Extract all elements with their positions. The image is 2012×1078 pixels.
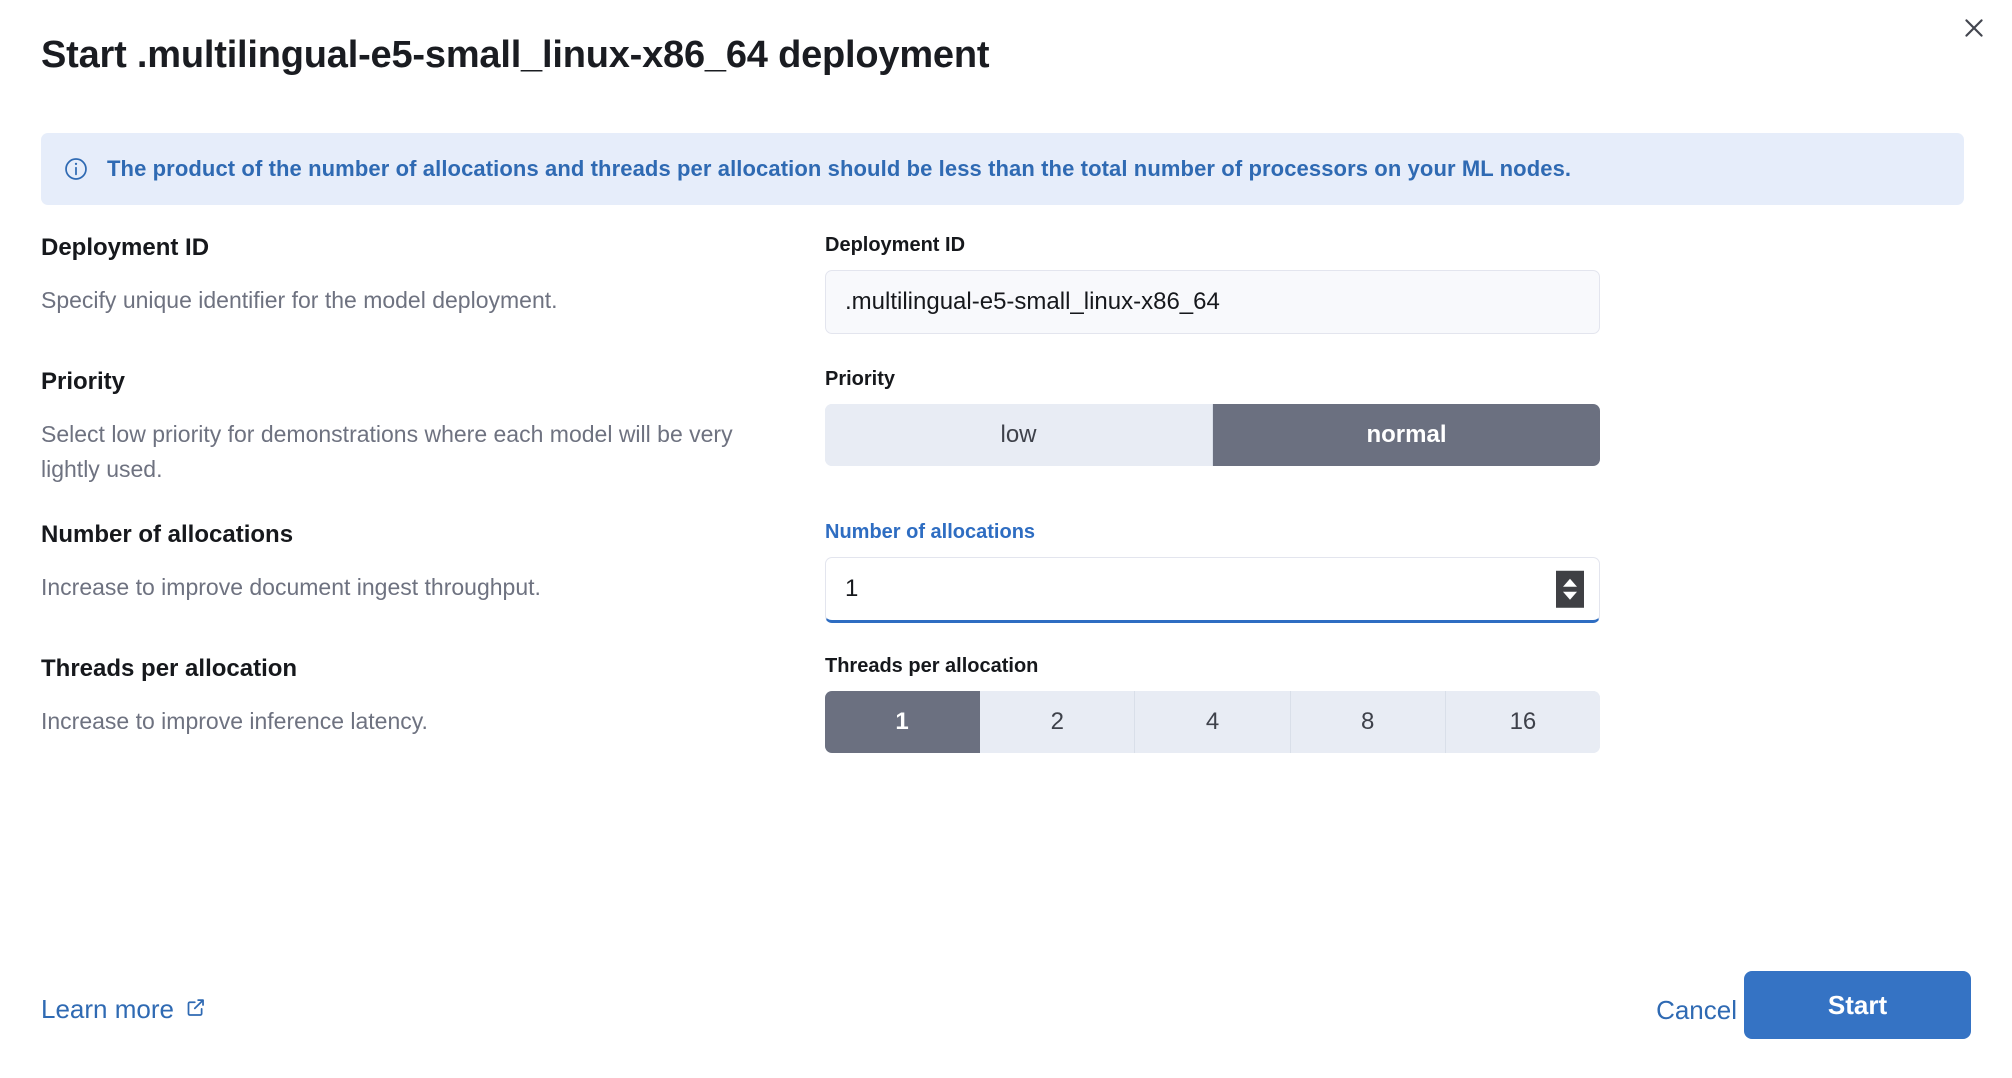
chevron-up-icon[interactable]: [1563, 578, 1577, 587]
allocations-input-wrapper: [825, 557, 1600, 623]
row-allocations-title: Number of allocations: [41, 521, 294, 548]
info-callout: The product of the number of allocations…: [41, 133, 1964, 205]
chevron-down-icon[interactable]: [1563, 591, 1577, 600]
priority-option-normal[interactable]: normal: [1213, 404, 1600, 466]
start-button[interactable]: Start: [1744, 971, 1971, 1039]
close-icon: [1961, 15, 1987, 41]
row-threads-field-col: Threads per allocation 1 2 4 8 16: [825, 654, 2012, 753]
threads-option-2[interactable]: 2: [980, 691, 1136, 753]
deployment-id-input[interactable]: [825, 270, 1600, 334]
page-title: Start .multilingual-e5-small_linux-x86_6…: [41, 34, 990, 76]
allocations-input[interactable]: [825, 557, 1600, 623]
threads-button-group: 1 2 4 8 16: [825, 691, 1600, 753]
row-priority-title: Priority: [41, 368, 126, 395]
row-priority: Priority Select low priority for demonst…: [0, 367, 2012, 487]
learn-more-label: Learn more: [41, 994, 174, 1024]
row-priority-description-col: Priority Select low priority for demonst…: [0, 367, 825, 487]
row-allocations-description: Increase to improve document ingest thro…: [41, 574, 541, 600]
priority-label: Priority: [825, 368, 896, 390]
external-link-icon: [185, 994, 206, 1025]
close-button[interactable]: [1952, 6, 1996, 50]
row-threads-description-col: Threads per allocation Increase to impro…: [0, 654, 825, 753]
row-deployment-id: Deployment ID Specify unique identifier …: [0, 233, 2012, 334]
row-threads-description: Increase to improve inference latency.: [41, 708, 428, 734]
row-priority-description: Select low priority for demonstrations w…: [41, 421, 733, 482]
row-allocations-description-col: Number of allocations Increase to improv…: [0, 520, 825, 623]
deployment-id-label: Deployment ID: [825, 234, 966, 256]
row-deployment-id-title: Deployment ID: [41, 234, 210, 261]
row-deployment-id-description-col: Deployment ID Specify unique identifier …: [0, 233, 825, 334]
info-callout-text: The product of the number of allocations…: [107, 156, 1572, 181]
priority-button-group: low normal: [825, 404, 1600, 466]
info-circle-icon: [63, 156, 89, 182]
threads-option-4[interactable]: 4: [1135, 691, 1291, 753]
row-allocations: Number of allocations Increase to improv…: [0, 520, 2012, 623]
row-priority-field-col: Priority low normal: [825, 367, 2012, 487]
threads-option-16[interactable]: 16: [1445, 691, 1600, 753]
priority-option-low[interactable]: low: [825, 404, 1213, 466]
row-deployment-id-field-col: Deployment ID: [825, 233, 2012, 334]
threads-option-8[interactable]: 8: [1290, 691, 1446, 753]
modal-footer: Learn more Cancel Start: [0, 958, 2012, 1078]
deployment-form: Deployment ID Specify unique identifier …: [0, 233, 2012, 753]
row-deployment-id-description: Specify unique identifier for the model …: [41, 287, 558, 313]
cancel-button[interactable]: Cancel: [1656, 995, 1737, 1025]
row-allocations-field-col: Number of allocations: [825, 520, 2012, 623]
row-threads: Threads per allocation Increase to impro…: [0, 654, 2012, 753]
allocations-label: Number of allocations: [825, 521, 1036, 543]
threads-label: Threads per allocation: [825, 655, 1039, 677]
allocations-stepper[interactable]: [1556, 570, 1584, 608]
threads-option-1[interactable]: 1: [825, 691, 981, 753]
learn-more-link[interactable]: Learn more: [41, 994, 206, 1025]
row-threads-title: Threads per allocation: [41, 655, 298, 682]
